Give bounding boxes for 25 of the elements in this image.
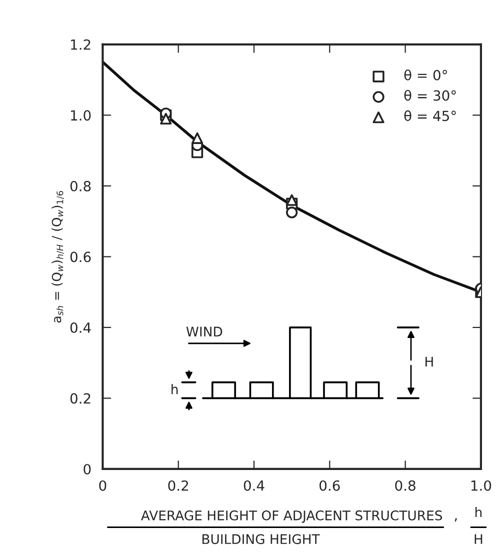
- annotation: WIND: [186, 326, 222, 336]
- y-tick-label: 0.2: [70, 393, 90, 404]
- x-tick-label: 0.6: [320, 480, 340, 491]
- annotation: H: [426, 356, 433, 366]
- y-tick-label: 1.0: [71, 110, 91, 121]
- x-tick-label: 0.4: [244, 480, 264, 491]
- y-tick-label: 0.4: [70, 322, 91, 333]
- x-tick-label: 0.2: [168, 480, 188, 491]
- legend-label: θ = 30°: [404, 90, 456, 101]
- x-tick-label: 1.0: [471, 480, 492, 491]
- legend-label: θ = 45°: [404, 110, 456, 122]
- y-tick-label: 1.2: [71, 39, 90, 50]
- x-axis-title: AVERAGE HEIGHT OF ADJACENT STRUCTURES: [141, 510, 442, 523]
- y-tick-label: 0.6: [70, 252, 91, 262]
- text: BUILDING HEIGHT: [202, 534, 320, 544]
- text: h: [475, 506, 482, 518]
- text: a$_{sh}$ = (Q$_{w}$)$_{h/H}$ / (Q$_{w}$)$_{1/6}$: [52, 191, 64, 323]
- x-tick-label: 0: [99, 480, 106, 491]
- x-tick-label: 0.8: [395, 480, 416, 491]
- y-tick-label: 0.8: [70, 180, 91, 192]
- annotation: h: [172, 384, 178, 394]
- y-tick-label: 0: [84, 464, 91, 474]
- text: H: [474, 534, 482, 544]
- text: ,: [454, 518, 457, 522]
- legend-label: θ = 0°: [404, 70, 447, 80]
